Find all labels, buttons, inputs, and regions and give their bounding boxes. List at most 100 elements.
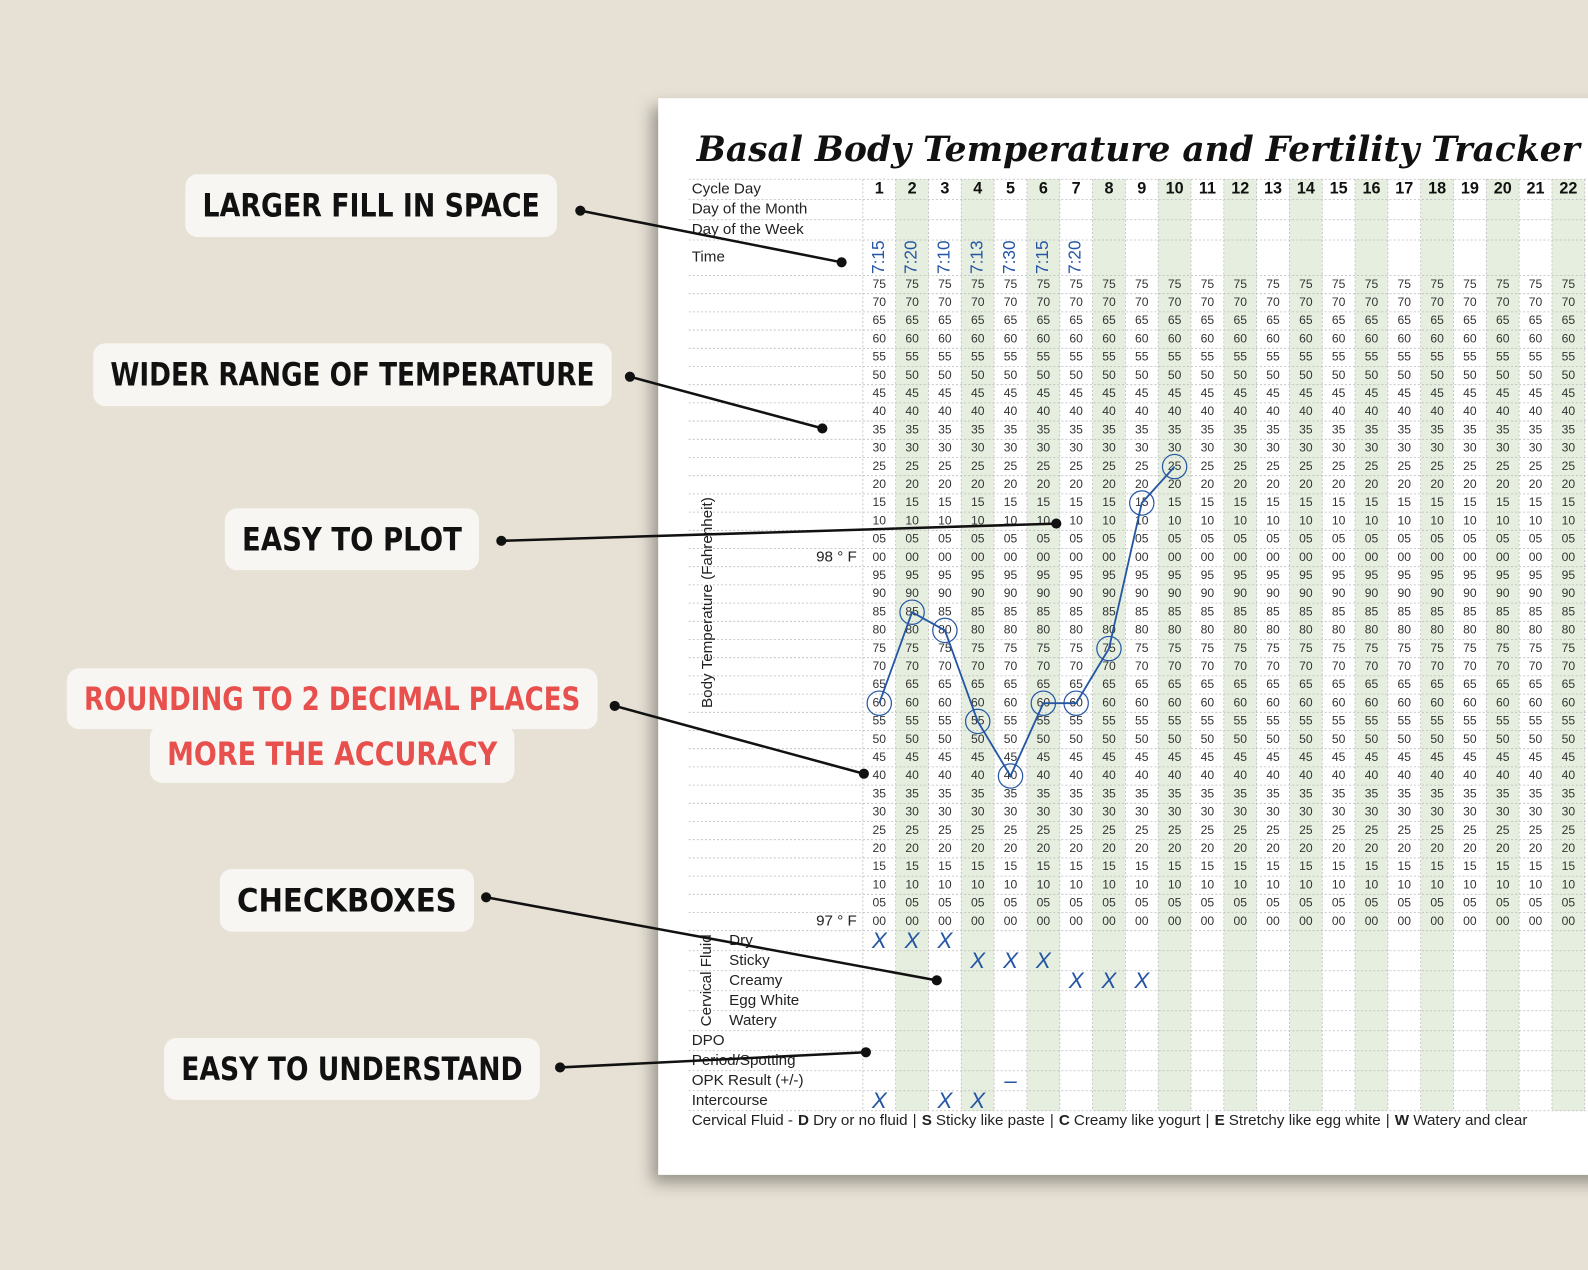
temperature-point xyxy=(1161,453,1188,480)
temp-cell: 65 xyxy=(1037,677,1051,691)
temp-cell: 15 xyxy=(905,495,919,509)
temp-cell: 10 xyxy=(1168,877,1182,891)
temp-cell: 20 xyxy=(1430,841,1444,855)
temp-cell: 70 xyxy=(1168,295,1182,309)
temp-cell: 00 xyxy=(1069,914,1083,928)
temp-cell: 80 xyxy=(1069,623,1083,637)
temp-cell: 30 xyxy=(938,441,952,455)
cycle-day: 13 xyxy=(1264,180,1282,198)
temp-cell: 65 xyxy=(1562,677,1576,691)
temp-cell: 00 xyxy=(1135,914,1149,928)
temp-cell: 70 xyxy=(1233,659,1247,673)
temp-cell: 20 xyxy=(1332,477,1346,491)
temp-cell: 20 xyxy=(1004,841,1018,855)
temp-cell: 35 xyxy=(1266,422,1280,436)
temp-cell: 45 xyxy=(1037,750,1051,764)
temp-cell: 15 xyxy=(1201,495,1215,509)
temperature-point xyxy=(1129,490,1155,516)
cycle-day: 16 xyxy=(1362,180,1380,198)
temp-cell: 05 xyxy=(1102,896,1116,910)
temp-cell: 50 xyxy=(971,732,985,746)
temp-cell: 30 xyxy=(1069,441,1083,455)
temp-cell: 20 xyxy=(1069,841,1083,855)
temp-cell: 75 xyxy=(1365,641,1379,655)
temp-cell: 10 xyxy=(1529,513,1543,527)
temp-cell: 80 xyxy=(1398,623,1412,637)
cell-mark: X xyxy=(871,1088,888,1113)
temp-cell: 55 xyxy=(1069,350,1083,364)
temp-cell: 65 xyxy=(1299,313,1313,327)
temp-cell: 65 xyxy=(971,313,985,327)
temp-cell: 55 xyxy=(905,714,919,728)
temp-cell: 95 xyxy=(873,568,887,582)
temp-cell: 90 xyxy=(905,586,919,600)
temp-cell: 75 xyxy=(1529,641,1543,655)
temp-cell: 20 xyxy=(971,841,985,855)
row-label: Time xyxy=(692,248,725,265)
temp-cell: 55 xyxy=(1562,714,1576,728)
temp-cell: 35 xyxy=(1496,422,1510,436)
temp-cell: 95 xyxy=(1102,568,1116,582)
temp-cell: 25 xyxy=(971,459,985,473)
temp-cell: 10 xyxy=(873,877,887,891)
temp-cell: 10 xyxy=(1168,513,1182,527)
temp-cell: 70 xyxy=(1168,659,1182,673)
temp-cell: 30 xyxy=(971,441,985,455)
temp-cell: 70 xyxy=(1102,295,1116,309)
temp-cell: 10 xyxy=(1463,513,1477,527)
temp-cell: 15 xyxy=(1365,859,1379,873)
temp-cell: 10 xyxy=(1069,513,1083,527)
temp-cell: 45 xyxy=(1004,750,1018,764)
temp-cell: 45 xyxy=(1332,386,1346,400)
temp-cell: 30 xyxy=(1365,805,1379,819)
temp-cell: 10 xyxy=(1201,513,1215,527)
row-label: Creamy xyxy=(729,972,783,989)
temp-cell: 85 xyxy=(1266,604,1280,618)
temp-cell: 40 xyxy=(1069,768,1083,782)
temp-cell: 00 xyxy=(905,914,919,928)
temp-cell: 85 xyxy=(971,604,985,618)
temp-cell: 20 xyxy=(1135,841,1149,855)
temp-cell: 85 xyxy=(1398,604,1412,618)
temp-cell: 50 xyxy=(1168,732,1182,746)
temp-cell: 15 xyxy=(1463,859,1477,873)
cycle-day: 12 xyxy=(1231,180,1249,198)
temperature-point xyxy=(1063,690,1089,716)
temp-cell: 75 xyxy=(905,641,919,655)
temp-cell: 40 xyxy=(1365,768,1379,782)
temp-cell: 45 xyxy=(1332,750,1346,764)
temp-cell: 40 xyxy=(1529,404,1543,418)
temp-cell: 60 xyxy=(1365,331,1379,345)
temp-cell: 55 xyxy=(1463,350,1477,364)
temp-cell: 60 xyxy=(971,695,985,709)
footer-part: | xyxy=(1050,1112,1054,1129)
temp-cell: 40 xyxy=(1299,768,1313,782)
temp-cell: 30 xyxy=(1562,441,1576,455)
temp-cell: 55 xyxy=(1004,350,1018,364)
cycle-day: 18 xyxy=(1428,180,1446,198)
temp-cell: 15 xyxy=(1332,859,1346,873)
temp-cell: 20 xyxy=(1496,841,1510,855)
temp-cell: 50 xyxy=(971,368,985,382)
temp-cell: 20 xyxy=(1201,841,1215,855)
temp-cell: 35 xyxy=(905,422,919,436)
temp-cell: 65 xyxy=(1069,313,1083,327)
time-entry: 7:30 xyxy=(999,241,1019,274)
temp-cell: 30 xyxy=(1463,805,1477,819)
temp-cell: 05 xyxy=(1168,532,1182,546)
temp-cell: 40 xyxy=(1430,404,1444,418)
temp-cell: 35 xyxy=(1201,422,1215,436)
temp-cell: 40 xyxy=(1102,404,1116,418)
temp-cell: 25 xyxy=(1201,459,1215,473)
tracker-title: Basal Body Temperature and Fertility Tra… xyxy=(696,130,1583,170)
temp-cell: 80 xyxy=(1562,623,1576,637)
temp-cell: 40 xyxy=(1135,768,1149,782)
temp-cell: 60 xyxy=(971,331,985,345)
temp-cell: 70 xyxy=(1332,659,1346,673)
temp-cell: 10 xyxy=(1562,513,1576,527)
temp-cell: 10 xyxy=(1233,513,1247,527)
temp-cell: 15 xyxy=(1102,495,1116,509)
temp-cell: 50 xyxy=(1168,368,1182,382)
temp-cell: 70 xyxy=(1004,659,1018,673)
temp-cell: 95 xyxy=(1037,568,1051,582)
